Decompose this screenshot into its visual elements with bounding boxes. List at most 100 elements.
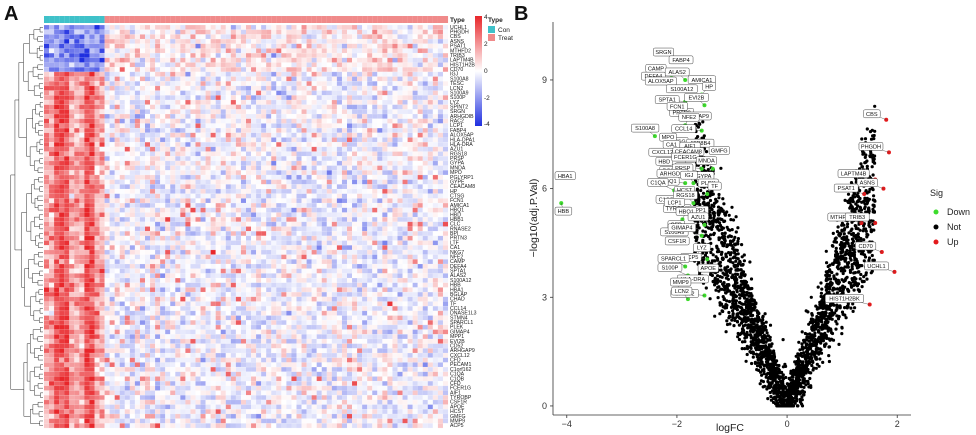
heatmap-cell xyxy=(240,170,247,176)
heatmap-cell xyxy=(347,165,353,171)
heatmap-cell xyxy=(69,151,75,157)
heatmap-cell xyxy=(59,282,65,288)
heatmap-cell xyxy=(160,123,166,129)
heatmap-cell xyxy=(422,203,428,208)
heatmap-cell xyxy=(175,287,181,293)
heatmap-cell xyxy=(377,203,383,208)
heatmap-cell xyxy=(412,99,418,105)
heatmap-cell xyxy=(296,123,302,129)
heatmap-cell xyxy=(276,114,282,119)
heatmap-cell xyxy=(139,249,146,255)
heatmap-cell xyxy=(134,263,140,269)
heatmap-cell xyxy=(261,301,267,307)
heatmap-cell xyxy=(69,118,75,124)
heatmap-cell xyxy=(412,62,418,68)
heatmap-cell xyxy=(145,53,151,58)
heatmap-cell xyxy=(89,174,95,180)
heatmap-cell xyxy=(266,226,272,232)
heatmap-cell xyxy=(321,207,327,213)
heatmap-cell xyxy=(134,184,140,190)
heatmap-cell xyxy=(109,184,115,190)
heatmap-cell xyxy=(397,132,403,138)
heatmap-cell xyxy=(240,146,247,152)
heatmap-cell xyxy=(210,62,216,68)
heatmap-cell xyxy=(215,114,221,119)
heatmap-cell xyxy=(357,81,363,86)
heatmap-cell xyxy=(139,301,146,307)
heatmap-cell xyxy=(114,254,120,260)
heatmap-cell xyxy=(281,207,287,213)
heatmap-cell xyxy=(367,263,373,269)
heatmap-cell xyxy=(422,118,428,124)
heatmap-cell xyxy=(286,268,292,274)
heatmap-cell xyxy=(362,296,368,302)
heatmap-cell xyxy=(150,203,156,208)
heatmap-cell xyxy=(49,34,55,40)
heatmap-cell xyxy=(341,268,348,274)
heatmap-cell xyxy=(190,146,196,152)
heatmap-cell xyxy=(437,259,443,265)
heatmap-cell xyxy=(341,198,348,204)
heatmap-cell xyxy=(215,118,221,124)
heatmap-cell xyxy=(175,249,181,255)
heatmap-cell xyxy=(387,170,393,176)
heatmap-cell xyxy=(109,137,115,143)
heatmap-cell xyxy=(145,226,151,232)
heatmap-cell xyxy=(94,184,100,190)
heatmap-cell xyxy=(124,217,130,222)
heatmap-cell xyxy=(407,118,413,124)
heatmap-cell xyxy=(69,217,75,222)
heatmap-cell xyxy=(230,151,236,157)
heatmap-cell xyxy=(175,109,181,115)
heatmap-cell xyxy=(367,114,373,119)
heatmap-cell xyxy=(195,193,201,199)
heatmap-cell xyxy=(251,301,257,307)
heatmap-cell xyxy=(412,203,418,208)
heatmap-cell xyxy=(54,221,60,227)
heatmap-cell xyxy=(155,292,161,297)
heatmap-cell xyxy=(59,263,65,269)
heatmap-cell xyxy=(397,71,403,77)
annotation-cell xyxy=(301,16,307,23)
heatmap-cell xyxy=(321,212,327,218)
heatmap-cell xyxy=(129,104,135,110)
heatmap-cell xyxy=(321,184,327,190)
heatmap-cell xyxy=(357,29,363,35)
heatmap-cell xyxy=(286,263,292,269)
dendrogram-branch xyxy=(38,214,43,220)
heatmap-cell xyxy=(397,95,403,101)
heatmap-cell xyxy=(210,203,216,208)
heatmap-cell xyxy=(341,296,348,302)
heatmap-cell xyxy=(54,301,60,307)
heatmap-cell xyxy=(276,259,282,265)
heatmap-cell xyxy=(291,151,297,157)
heatmap-cell xyxy=(291,245,297,250)
heatmap-cell xyxy=(331,71,337,77)
heatmap-cell xyxy=(175,142,181,147)
heatmap-cell xyxy=(190,292,196,297)
heatmap-cell xyxy=(276,85,282,91)
heatmap-cell xyxy=(326,217,332,222)
heatmap-cell xyxy=(129,203,135,208)
heatmap-cell xyxy=(160,198,166,204)
heatmap-cell xyxy=(392,282,398,288)
heatmap-cell xyxy=(134,268,140,274)
heatmap-cell xyxy=(372,263,378,269)
heatmap-cell xyxy=(422,301,428,307)
heatmap-cell xyxy=(321,104,327,110)
dendrogram-branch xyxy=(26,343,31,382)
heatmap-cell xyxy=(276,67,282,72)
heatmap-cell xyxy=(104,57,110,63)
heatmap-cell xyxy=(281,114,287,119)
heatmap-cell xyxy=(84,39,90,44)
heatmap-cell xyxy=(89,170,95,176)
heatmap-cell xyxy=(422,114,428,119)
heatmap-cell xyxy=(387,203,393,208)
heatmap-cell xyxy=(417,137,423,143)
heatmap-cell xyxy=(417,240,423,246)
heatmap-cell xyxy=(271,235,277,241)
heatmap-cell xyxy=(94,226,100,232)
annotation-cell xyxy=(372,16,378,23)
heatmap-cell xyxy=(392,231,398,236)
heatmap-cell xyxy=(114,189,120,194)
